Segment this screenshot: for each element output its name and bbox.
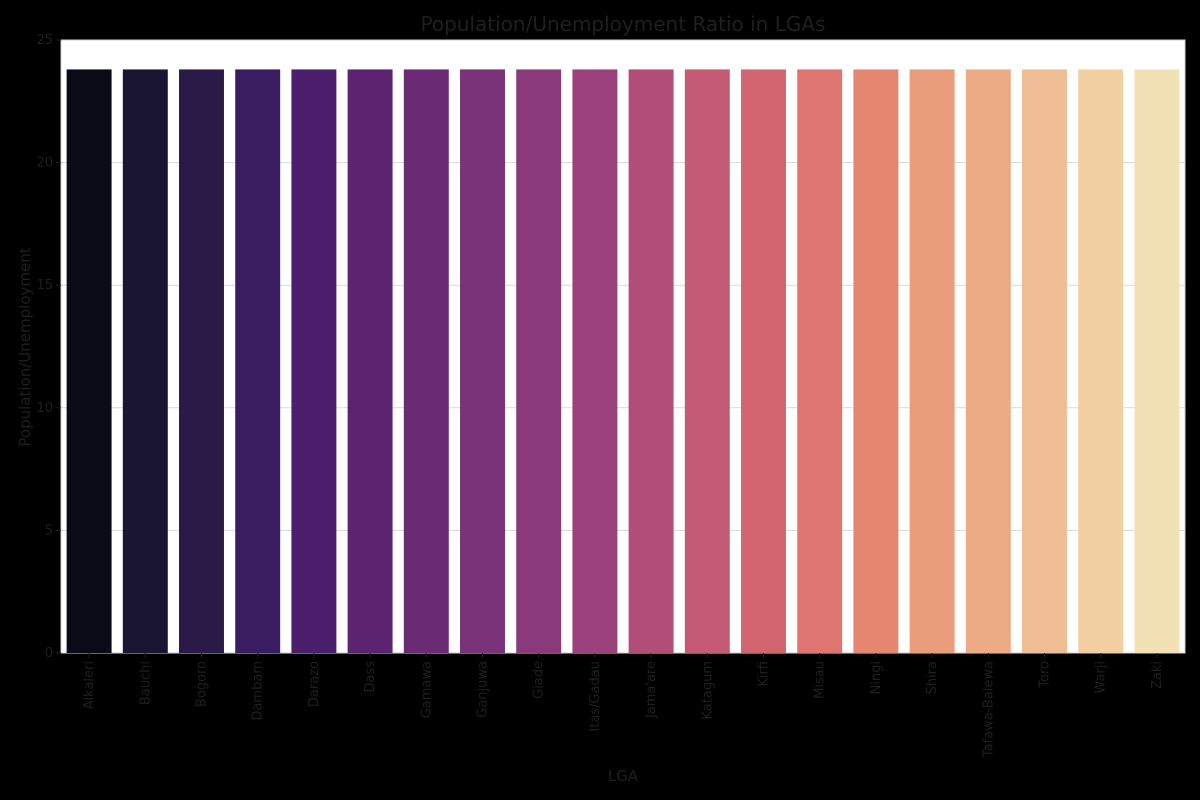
- bar-katagum: [684, 69, 730, 653]
- x-tick-label-gamawa: Gamawa: [419, 661, 434, 718]
- y-axis-ticks: 0 5 10 15 20 25: [36, 33, 61, 661]
- x-tick-label-ganjuwa: Ganjuwa: [476, 661, 491, 718]
- x-tick-label-dass: Dass: [363, 661, 378, 693]
- x-axis-ticks: Alkaleri Bauchi Bogoro Dambam Darazo Dass Gama…: [82, 653, 1165, 758]
- bar-zaki: [1134, 69, 1180, 653]
- bar-itas-gadau: [572, 69, 618, 653]
- bar-giade: [516, 69, 562, 653]
- bar-shira: [909, 69, 955, 653]
- bar-misau: [797, 69, 843, 653]
- bars: [66, 69, 1180, 653]
- x-tick-label-katagum: Katagum: [700, 661, 715, 719]
- chart-title: Population/Unemployment Ratio in LGAs: [421, 12, 826, 36]
- bar-gamawa: [403, 69, 449, 653]
- x-tick-label-tafawa-balewa: Tafawa-Balewa: [981, 661, 996, 758]
- x-tick-label-toro: Toro: [1038, 661, 1053, 689]
- bar-dass: [347, 69, 393, 653]
- y-tick-label-10: 10: [36, 401, 53, 416]
- bar-jama-are: [628, 69, 674, 653]
- x-tick-label-kirfi: Kirfi: [757, 661, 772, 687]
- x-tick-label-shira: Shira: [925, 661, 940, 694]
- x-axis-label: LGA: [608, 767, 639, 785]
- bar-tafawa-balewa: [965, 69, 1011, 653]
- x-tick-label-alkaleri: Alkaleri: [82, 661, 97, 709]
- x-tick-label-dambam: Dambam: [251, 661, 266, 721]
- x-tick-label-misau: Misau: [813, 661, 828, 699]
- y-tick-label-5: 5: [45, 523, 53, 538]
- bar-bauchi: [122, 69, 168, 653]
- y-tick-label-20: 20: [36, 156, 53, 171]
- x-tick-label-zaki: Zaki: [1150, 661, 1165, 689]
- bar-kirfi: [741, 69, 786, 653]
- x-tick-label-ningi: Ningi: [869, 661, 884, 694]
- bar-darazo: [291, 69, 337, 653]
- y-tick-label-15: 15: [36, 278, 53, 293]
- y-tick-label-0: 0: [45, 646, 53, 661]
- x-tick-label-warji: Warji: [1094, 661, 1109, 694]
- x-tick-label-itas-gadau: Itas/Gadau: [588, 661, 603, 732]
- y-axis-label: Population/Unemployment: [16, 247, 34, 446]
- x-tick-label-bogoro: Bogoro: [195, 661, 210, 707]
- x-tick-label-darazo: Darazo: [307, 661, 322, 707]
- x-tick-label-giade: Giade: [532, 661, 547, 699]
- bar-bogoro: [179, 69, 224, 653]
- x-tick-label-bauchi: Bauchi: [138, 661, 153, 705]
- bar-dambam: [235, 69, 281, 653]
- y-tick-label-25: 25: [36, 33, 53, 48]
- bar-ganjuwa: [460, 69, 505, 653]
- plot-area: [60, 39, 1186, 654]
- bar-toro: [1022, 69, 1067, 653]
- bar-warji: [1078, 69, 1124, 653]
- x-tick-label-jama-are: Jama'are: [644, 661, 659, 719]
- bar-ningi: [853, 69, 899, 653]
- bar-alkaleri: [66, 69, 112, 653]
